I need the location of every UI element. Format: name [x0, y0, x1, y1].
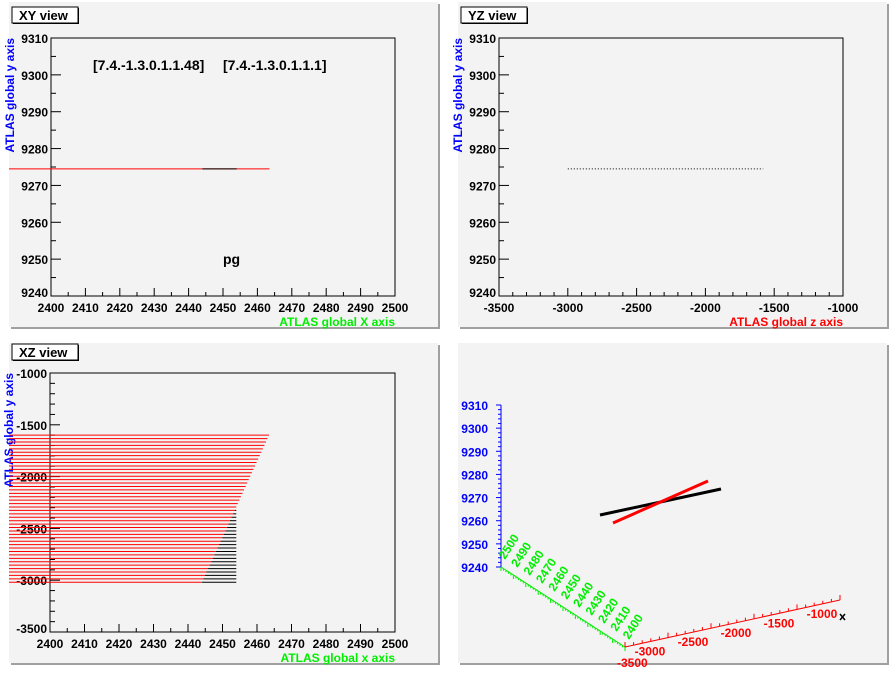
y-tick-label: 9280: [21, 143, 48, 157]
y-tick-label: 9270: [21, 179, 48, 193]
annotation-id-2: [7.4.-1.3.0.1.1.1]: [223, 57, 327, 73]
annotation-id-1: [7.4.-1.3.0.1.1.48]: [93, 57, 204, 73]
x-tick-label: 2480: [313, 301, 340, 315]
y-tick-label: 9270: [469, 179, 496, 193]
pad-background: [458, 343, 887, 663]
z-tick-label-3d: -3500: [617, 656, 648, 670]
y-tick-label: 9310: [21, 32, 48, 46]
x-tick-label: 2490: [347, 301, 374, 315]
x-tick-label: 2450: [209, 637, 236, 651]
y-tick-label-3d: 9260: [461, 515, 488, 529]
x-tick-label: 2470: [278, 301, 305, 315]
x-tick-label: 2460: [244, 301, 271, 315]
x-tick-label: 2430: [141, 301, 168, 315]
y-tick-label: -3000: [16, 574, 47, 588]
y-tick-label: 9280: [469, 143, 496, 157]
x-tick-label: -3000: [552, 301, 583, 315]
x-axis-label: ATLAS global z axis: [729, 315, 843, 329]
x-tick-label: 2440: [175, 301, 202, 315]
y-tick-label: 9240: [21, 286, 48, 300]
y-tick-label-3d: 9310: [461, 399, 488, 413]
x-tick-label: 2490: [347, 637, 374, 651]
y-tick-label-3d: 9290: [461, 445, 488, 459]
x-tick-label: 2410: [72, 301, 99, 315]
annotation-pg: pg: [223, 251, 240, 267]
pad-yz-view[interactable]: YZ view -3500 -3000 -2500 -2000 -1500 -1000 924…: [451, 2, 889, 329]
x-tick-label: -2500: [621, 301, 652, 315]
z-axis-3d: [624, 599, 841, 648]
y-axis-label: ATLAS global y axis: [3, 38, 17, 153]
x-tick-label: 2420: [106, 637, 133, 651]
y-axis-label: ATLAS global y axis: [2, 373, 16, 488]
y-tick-label: 9260: [469, 216, 496, 230]
y-tick-label: 9260: [21, 216, 48, 230]
y-tick-label-3d: 9280: [461, 468, 488, 482]
y-tick-label: 9240: [469, 286, 496, 300]
y-tick-label-3d: 9300: [461, 422, 488, 436]
title-box: [11, 343, 79, 361]
y-tick-label: 9310: [469, 32, 496, 46]
y-tick-label: 9290: [469, 106, 496, 120]
z-tick-label-3d: -1500: [764, 616, 795, 630]
x-tick-label: 2410: [71, 637, 98, 651]
x-tick-label: 2440: [175, 637, 202, 651]
x-tick-label: 2400: [38, 301, 65, 315]
x-tick-label: -2000: [690, 301, 721, 315]
x-tick-label: 2460: [244, 637, 271, 651]
y-tick-label-3d: 9240: [461, 561, 488, 575]
x-tick-label: 2500: [382, 637, 409, 651]
x-tick-label: 2450: [210, 301, 237, 315]
y-axis-label: ATLAS global y axis: [451, 38, 465, 153]
y-tick-label: -1500: [16, 419, 47, 433]
x-tick-label: 2480: [313, 637, 340, 651]
x-tick-label: -3500: [484, 301, 515, 315]
y-tick-label: -2000: [16, 471, 47, 485]
pad-background: [9, 2, 438, 327]
pad-xz-view[interactable]: XZ view 2400 2410 2420 2430 2440 2450 2460 2470 2…: [2, 343, 440, 665]
y-tick-label: 9250: [21, 253, 48, 267]
pad-background: [9, 343, 438, 663]
title-yz-view: YZ view: [468, 8, 517, 23]
x-tick-label: 2430: [140, 637, 167, 651]
x-tick-label: -1500: [759, 301, 790, 315]
y-tick-label-3d: 9250: [461, 538, 488, 552]
y-tick-label: -2500: [16, 522, 47, 536]
cursor-marker-icon: [839, 613, 846, 621]
x-tick-label: -1000: [828, 301, 859, 315]
title-xy-view: XY view: [19, 8, 69, 23]
z-tick-label-3d: -3000: [635, 645, 666, 659]
y-tick-label: 9290: [21, 106, 48, 120]
x-tick-label: 2400: [37, 637, 64, 651]
pad-3d-view[interactable]: 9240925092609270928092909300931024002410…: [458, 343, 889, 670]
y-tick-label-3d: 9270: [461, 492, 488, 506]
y-tick-label: -1000: [16, 367, 47, 381]
track-3d-red: [612, 479, 709, 525]
z-tick-label-3d: -2000: [721, 626, 752, 640]
y-tick-label: 9300: [21, 69, 48, 83]
y-tick-label: -3500: [16, 622, 47, 636]
title-box: [460, 6, 528, 24]
z-tick-label-3d: -2500: [678, 635, 709, 649]
z-tick-label-3d: -1000: [807, 607, 838, 621]
y-tick-label: 9300: [469, 69, 496, 83]
x-tick-label: 2470: [278, 637, 305, 651]
y-tick-label: 9250: [469, 253, 496, 267]
x-tick-label: 2500: [382, 301, 409, 315]
x-axis-label: ATLAS global x axis: [281, 651, 396, 665]
x-axis-label: ATLAS global X axis: [279, 315, 395, 329]
title-xz-view: XZ view: [19, 345, 68, 360]
x-tick-label: 2420: [106, 301, 133, 315]
pad-background: [458, 2, 887, 327]
title-box: [11, 6, 79, 24]
pad-xy-view[interactable]: XY view 2400 2410 2420 2430 2440 2450 2460 2470 2…: [3, 2, 440, 329]
